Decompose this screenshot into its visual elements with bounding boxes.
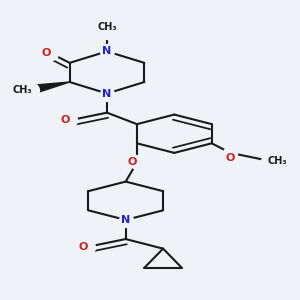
Polygon shape — [31, 82, 70, 94]
Text: O: O — [128, 158, 137, 167]
Text: CH₃: CH₃ — [268, 155, 287, 166]
Text: CH₃: CH₃ — [13, 85, 32, 95]
Text: N: N — [102, 88, 112, 98]
Text: N: N — [102, 46, 112, 56]
Text: O: O — [79, 242, 88, 252]
Text: O: O — [41, 48, 51, 58]
Text: O: O — [60, 115, 70, 125]
Text: N: N — [121, 215, 130, 225]
Text: CH₃: CH₃ — [97, 22, 117, 32]
Text: O: O — [226, 153, 235, 163]
